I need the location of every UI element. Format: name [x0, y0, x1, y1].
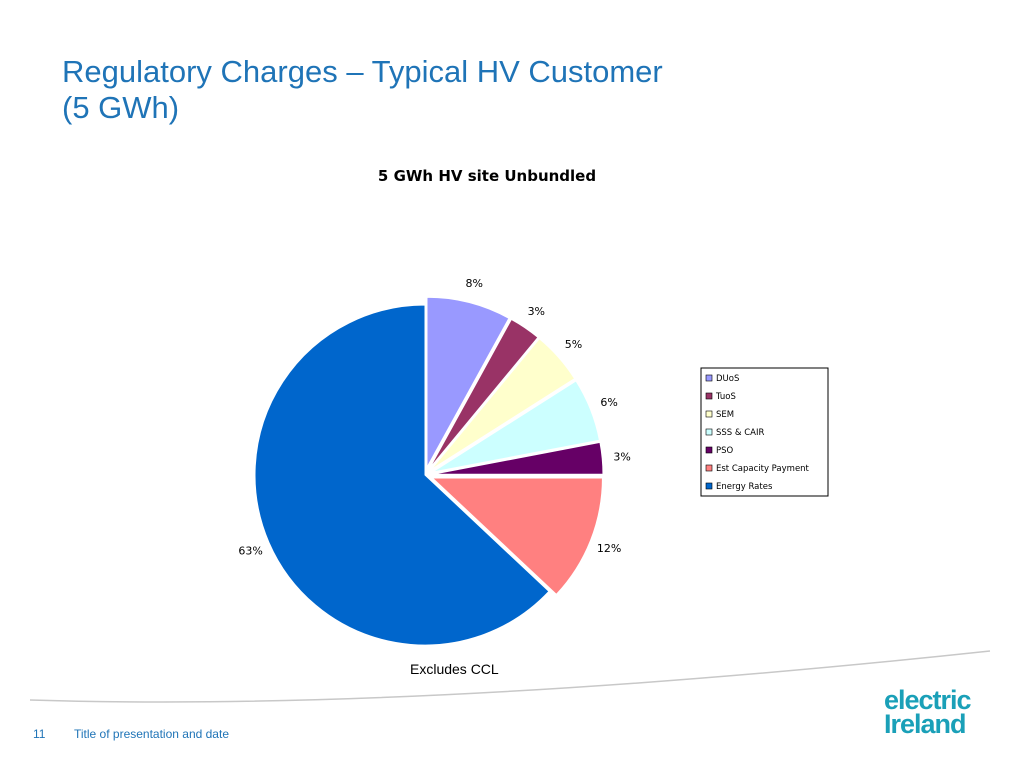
pie-data-labels: 8% 3% 5% 6% 3% 12% 63%: [238, 277, 630, 557]
legend-swatch-sss-cair: [705, 428, 713, 436]
logo-line1: electric: [884, 685, 972, 715]
legend-box: [700, 367, 829, 497]
electric-ireland-logo: electric Ireland: [884, 685, 994, 739]
logo-line2: Ireland: [884, 709, 967, 739]
legend-label-duos: DUoS: [716, 374, 739, 384]
legend-swatch-tuos: [705, 392, 713, 400]
slide-title: Regulatory Charges – Typical HV Customer…: [62, 54, 663, 126]
slide-title-line2: (5 GWh): [62, 90, 180, 125]
legend-label-est-capacity-payment: Est Capacity Payment: [716, 464, 810, 474]
data-label-energy-rates: 63%: [238, 544, 262, 557]
legend-label-sem: SEM: [716, 410, 734, 420]
legend-swatch-sem: [705, 410, 713, 418]
legend-label-tuos: TuoS: [715, 392, 736, 402]
data-label-sss-cair: 6%: [600, 396, 617, 409]
data-label-duos: 8%: [466, 277, 483, 290]
footer-text: Title of presentation and date: [74, 727, 229, 741]
chart-note: Excludes CCL: [410, 661, 499, 677]
pie-slice-energy-rates: [254, 304, 550, 646]
pie-slices: [254, 296, 604, 646]
pie-slice-sss-cair: [432, 380, 601, 473]
slide-title-line1: Regulatory Charges – Typical HV Customer: [62, 54, 663, 89]
data-label-sem: 5%: [565, 338, 582, 351]
pie-slice-tuos: [429, 318, 539, 469]
data-label-tuos: 3%: [528, 305, 545, 318]
chart-title: 5 GWh HV site Unbundled: [378, 167, 596, 185]
legend-label-energy-rates: Energy Rates: [716, 482, 773, 492]
pie-slice-pso: [432, 441, 604, 475]
page-number: 11: [33, 727, 46, 741]
legend-swatch-energy-rates: [705, 482, 713, 490]
legend-swatch-duos: [705, 374, 713, 382]
legend-swatch-est-capacity-payment: [705, 464, 713, 472]
legend-label-pso: PSO: [716, 446, 734, 456]
data-label-pso: 3%: [613, 450, 630, 463]
pie-slice-est-capacity-payment: [431, 477, 603, 596]
data-label-est-capacity-payment: 12%: [597, 542, 621, 555]
legend-label-sss-cair: SSS & CAIR: [716, 428, 764, 438]
pie-slice-sem: [430, 338, 576, 471]
legend-swatch-pso: [705, 446, 713, 454]
pie-slice-duos: [426, 296, 510, 468]
chart-legend: DUoS TuoS SEM SSS & CAIR PSO Est Capacity Pay…: [700, 367, 829, 497]
